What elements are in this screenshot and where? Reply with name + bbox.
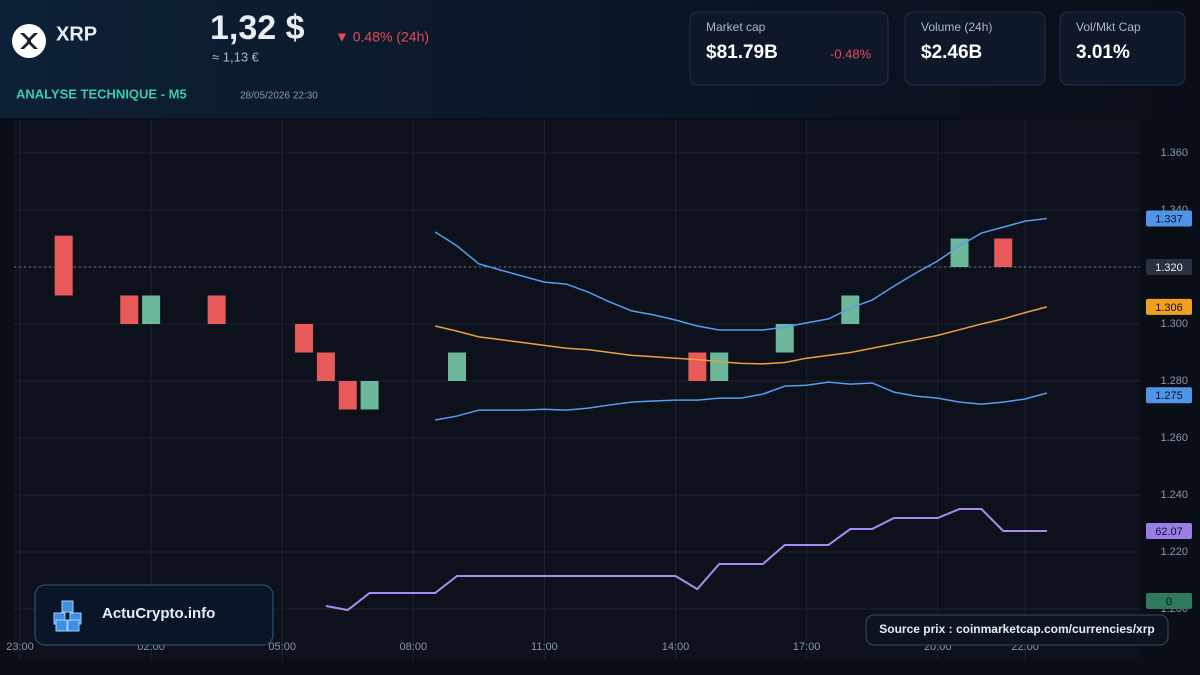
candle (775, 324, 794, 353)
candle (710, 352, 729, 381)
card (904, 11, 1046, 86)
price-tag-label: 1.306 (1155, 302, 1183, 314)
candle (54, 235, 73, 296)
x-tick-label: 23:00 (6, 641, 34, 653)
card-label: Market cap (706, 20, 766, 34)
card-value: $2.46B (921, 42, 982, 63)
card (689, 11, 889, 86)
datetime: 28/05/2026 22:30 (240, 91, 318, 102)
candle (841, 295, 860, 324)
card (1059, 11, 1186, 86)
card-value: 3.01% (1076, 42, 1130, 63)
x-tick-label: 08:00 (400, 641, 428, 653)
plot-bg (14, 120, 1140, 660)
indicator-line (325, 507, 1047, 612)
brand-icon (53, 600, 82, 632)
card-label: Volume (24h) (921, 20, 992, 34)
x-tick-label: 11:00 (531, 641, 558, 653)
brand: ActuCrypto.info (102, 605, 215, 622)
price-tag-label: 1.275 (1155, 390, 1183, 402)
y-tick-label: 1.260 (1160, 432, 1188, 444)
candle (207, 295, 226, 324)
candle (316, 352, 335, 381)
candle (448, 352, 466, 381)
overlay: ActuCrypto.info Source prix : coinmarket… (34, 584, 1169, 646)
price: 1,32 $ (210, 9, 305, 47)
candle (142, 295, 161, 324)
card-label: Vol/Mkt Cap (1076, 20, 1141, 34)
candle (360, 381, 379, 410)
y-tick-label: 1.300 (1160, 318, 1188, 330)
candle (338, 381, 357, 410)
section-title: ANALYSE TECHNIQUE - M5 (16, 86, 187, 101)
band-line (435, 381, 1048, 421)
candle (688, 352, 707, 381)
y-tick-label: 1.360 (1160, 147, 1188, 159)
x-tick-label: 17:00 (793, 641, 821, 653)
candle (994, 238, 1013, 267)
x-tick-label: 14:00 (662, 641, 690, 653)
candle (120, 295, 139, 324)
y-tick-label: 1.220 (1160, 546, 1188, 558)
price-tag (1146, 387, 1192, 404)
price-tag (1146, 523, 1192, 540)
card-change: -0.48% (830, 46, 872, 61)
price-tag (1146, 210, 1192, 227)
candle (295, 324, 314, 353)
y-tick-label: 1.280 (1160, 375, 1188, 387)
card-value: $81.79B (706, 42, 778, 63)
source: Source prix : coinmarketcap.com/currenci… (879, 622, 1154, 636)
symbol: XRP (56, 23, 97, 45)
price-change: ▼ 0.48% (24h) (335, 29, 429, 45)
candle (950, 238, 969, 267)
price-tag-label: 62.07 (1155, 526, 1183, 538)
band-line (434, 306, 1048, 365)
price-eur: ≈ 1,13 € (212, 49, 260, 64)
source-box (865, 614, 1169, 646)
price-tag (1146, 298, 1192, 315)
marks: 1.320 1.337 1.306 1.275 62.07 0 (14, 210, 1192, 612)
price-tag (1146, 593, 1192, 610)
logo-icon (20, 33, 38, 49)
y-tick-label: 1.240 (1160, 489, 1188, 501)
price-tag-label: 0 (1166, 596, 1172, 608)
x-tick-label: 05:00 (268, 641, 296, 653)
brand-box (34, 584, 274, 646)
price-tag (1146, 259, 1192, 275)
price-tag-label: 1.320 (1155, 262, 1183, 274)
band-line (434, 217, 1048, 331)
price-tag-label: 1.337 (1155, 213, 1183, 225)
